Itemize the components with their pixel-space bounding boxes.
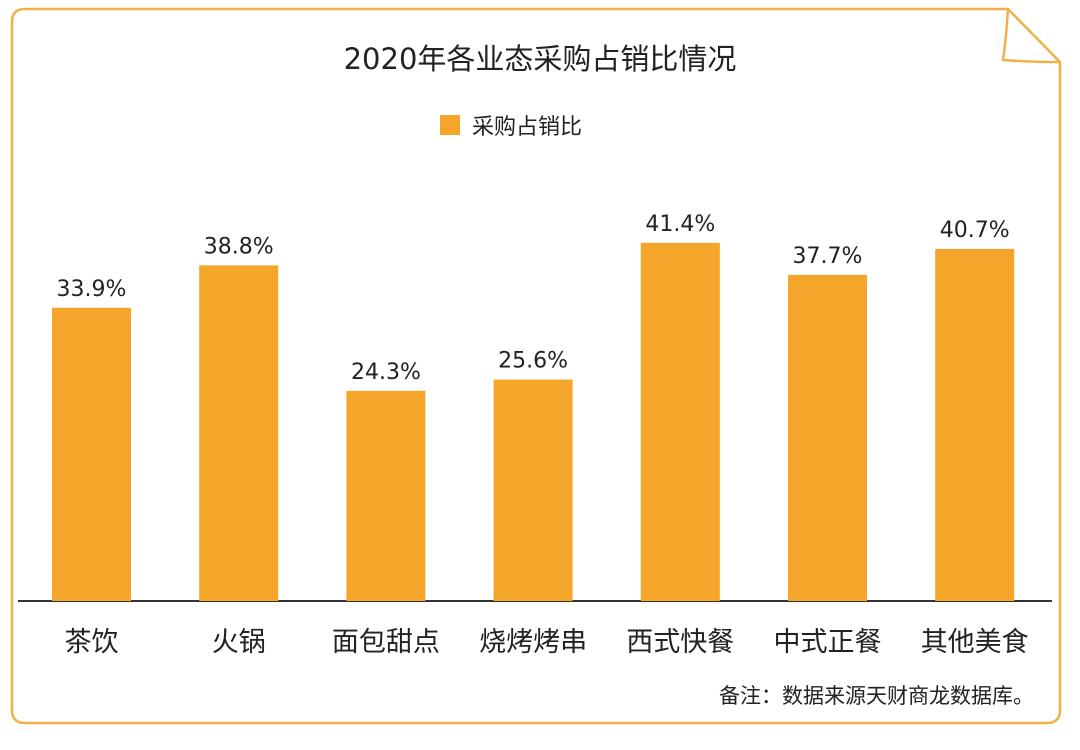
data-label: 24.3% bbox=[351, 360, 421, 385]
bar bbox=[935, 248, 1015, 601]
bar bbox=[493, 379, 573, 601]
legend-label: 采购占销比 bbox=[472, 115, 583, 140]
data-label: 41.4% bbox=[645, 212, 715, 237]
legend-swatch bbox=[440, 115, 460, 135]
category-tick-label: 烧烤烤串 bbox=[479, 627, 587, 658]
plot-area: 33.9% 茶饮 38.8% 火锅 24.3% 面包甜点 25.6% 烧烤烤串 41.4% 西式快… bbox=[18, 212, 1052, 658]
category-tick-label: 西式快餐 bbox=[626, 627, 734, 658]
category-tick-label: 火锅 bbox=[212, 627, 266, 658]
legend: 采购占销比 bbox=[440, 110, 582, 140]
bar bbox=[788, 274, 867, 601]
data-label: 25.6% bbox=[498, 349, 568, 374]
data-label: 40.7% bbox=[940, 218, 1010, 243]
bar bbox=[199, 265, 279, 601]
data-label: 37.7% bbox=[793, 244, 863, 269]
category-tick-label: 面包甜点 bbox=[332, 627, 440, 658]
category-tick-label: 其他美食 bbox=[921, 627, 1029, 658]
category-tick-label: 茶饮 bbox=[65, 627, 119, 658]
frame-corner-fold bbox=[1001, 8, 1061, 64]
footnote: 备注：数据来源天财商龙数据库。 bbox=[719, 684, 1034, 708]
chart-title: 2020年各业态采购占销比情况 bbox=[343, 42, 737, 76]
bar bbox=[640, 242, 720, 601]
data-label: 38.8% bbox=[204, 234, 274, 259]
category-tick-label: 中式正餐 bbox=[774, 627, 882, 658]
bar bbox=[346, 390, 426, 601]
data-label: 33.9% bbox=[57, 277, 127, 302]
bar bbox=[52, 307, 131, 601]
